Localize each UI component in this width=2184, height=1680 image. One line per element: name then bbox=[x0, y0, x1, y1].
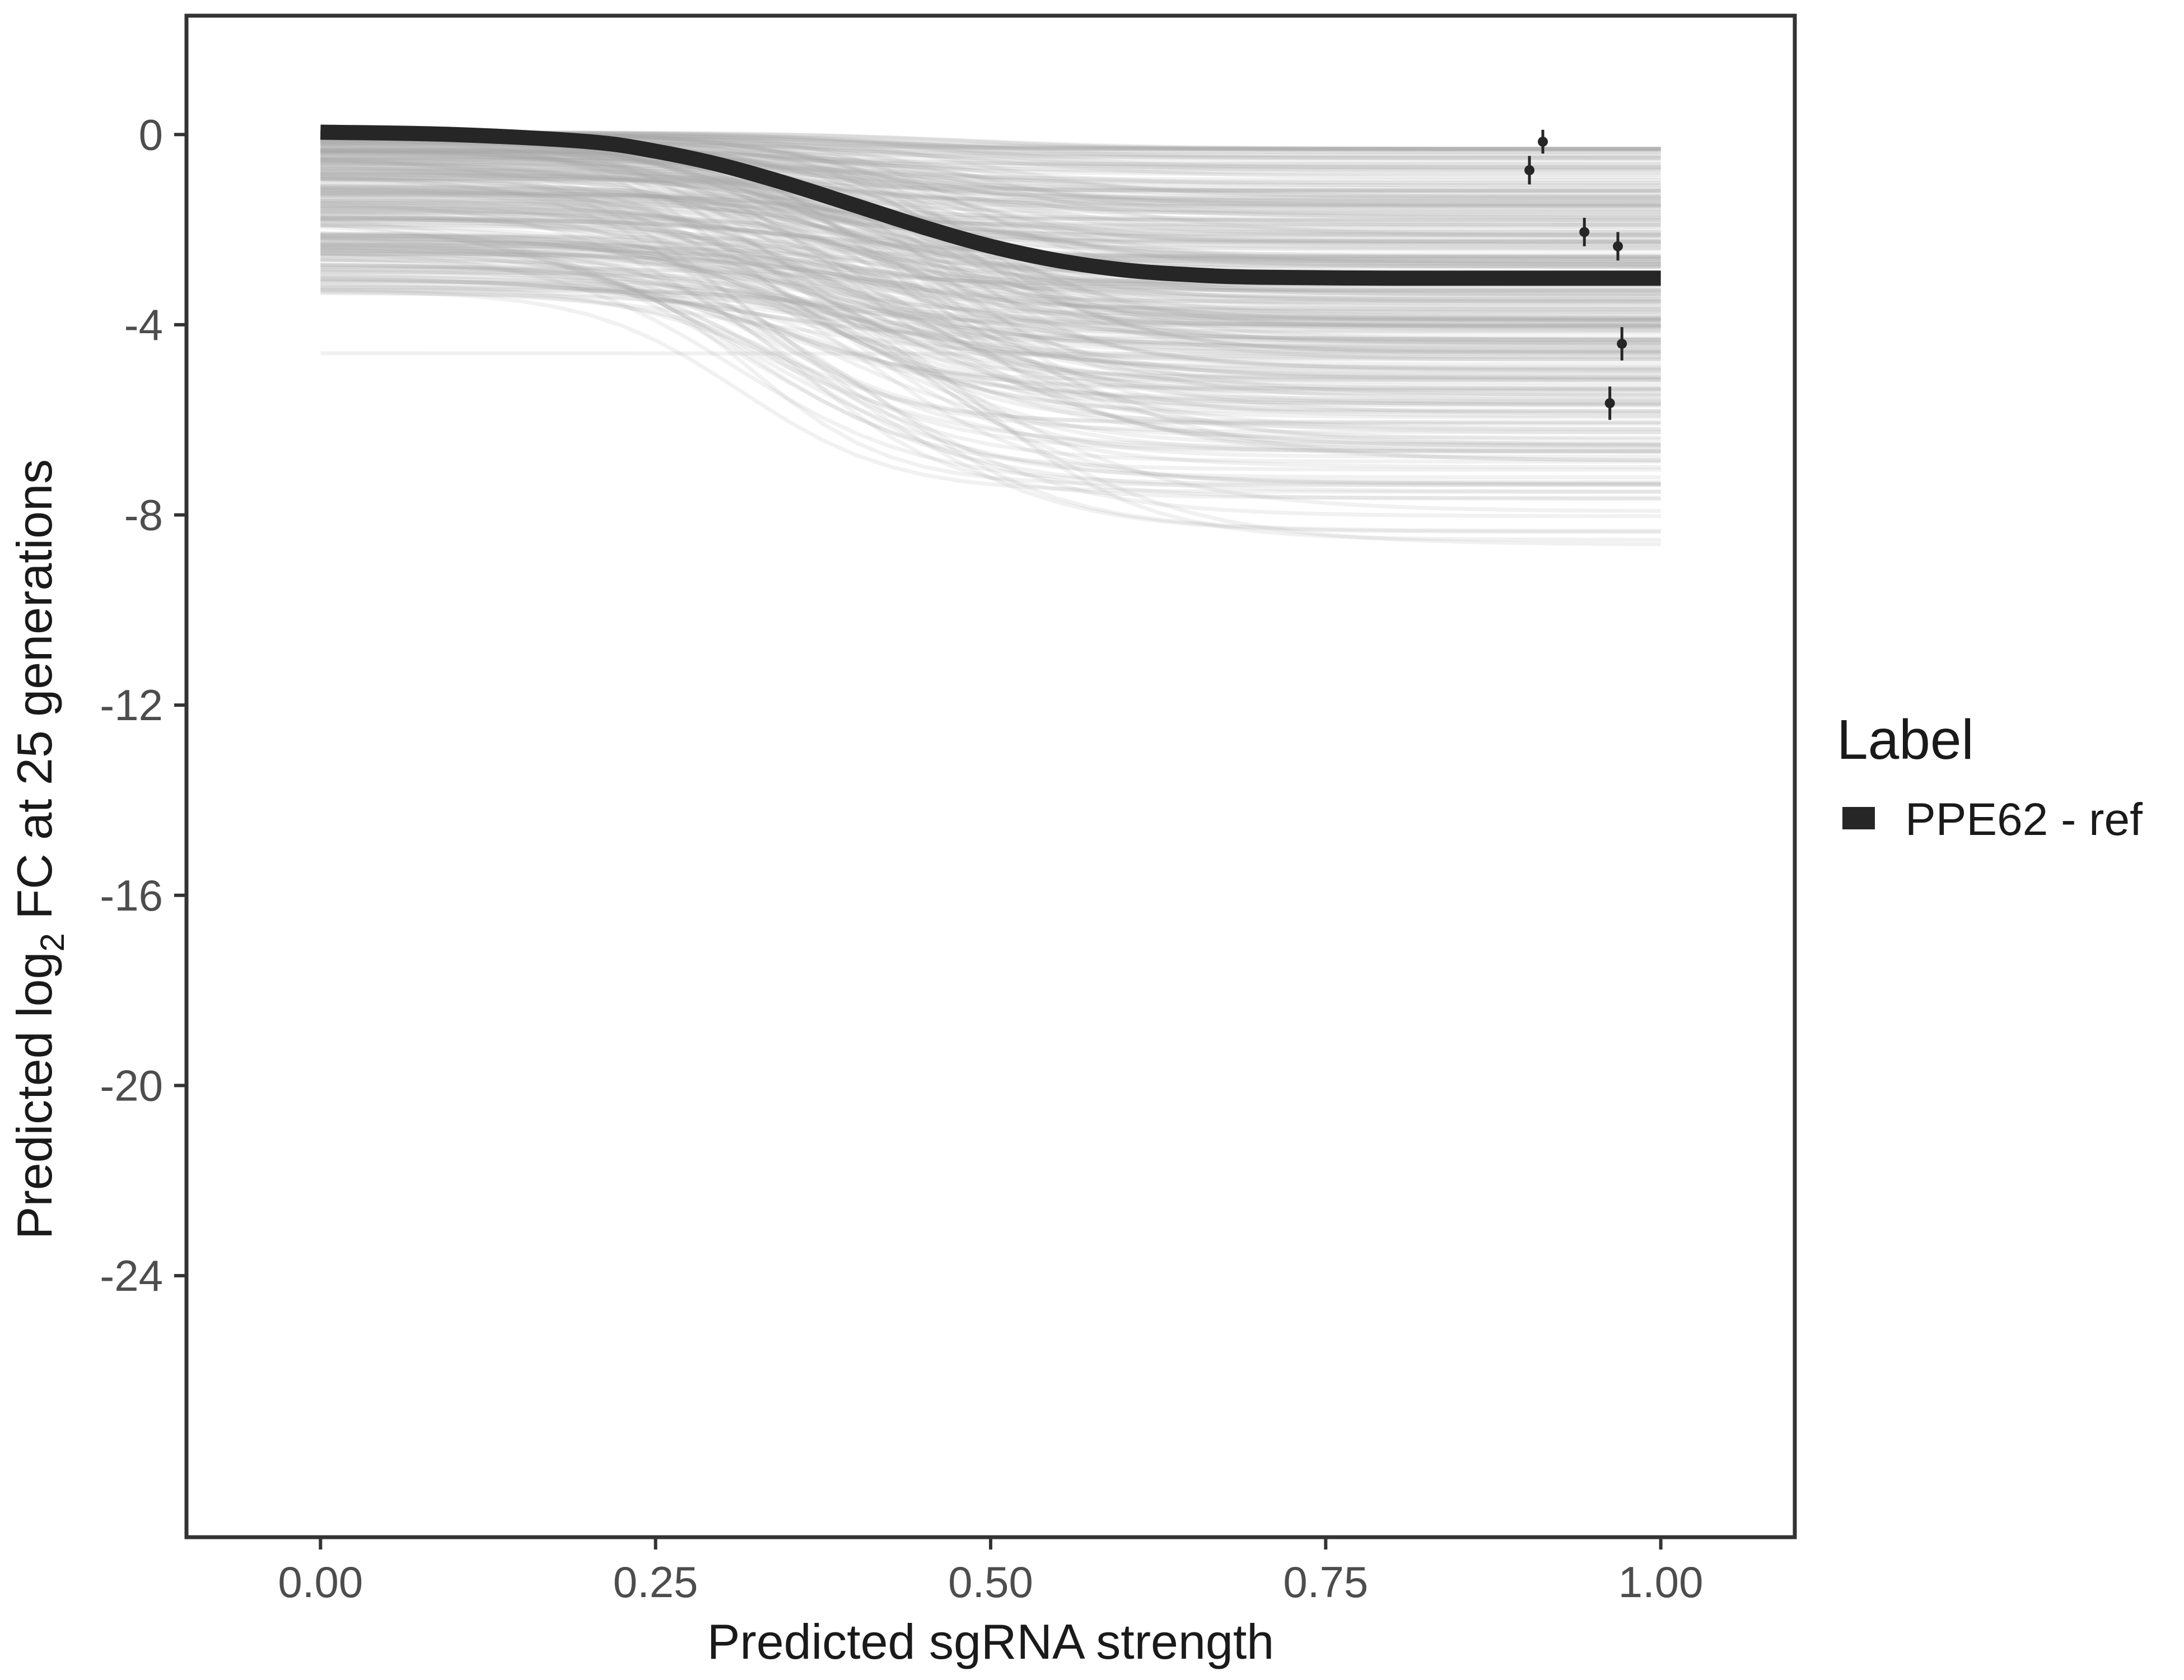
point-marker-2 bbox=[1579, 227, 1589, 237]
legend-key-ppe62-ref bbox=[1842, 807, 1875, 829]
y-tick-label-2: -8 bbox=[124, 491, 163, 540]
y-tick-label-5: -20 bbox=[100, 1061, 163, 1110]
y-tick-label-6: -24 bbox=[100, 1251, 163, 1300]
posterior-draw-300 bbox=[320, 353, 1660, 354]
point-marker-5 bbox=[1617, 339, 1627, 349]
point-marker-3 bbox=[1605, 398, 1615, 408]
point-marker-4 bbox=[1613, 241, 1623, 251]
x-tick-label-0: 0.00 bbox=[278, 1557, 363, 1607]
point-marker-1 bbox=[1538, 137, 1548, 147]
y-axis-title-part1: Predicted log bbox=[7, 952, 62, 1240]
x-axis-title: Predicted sgRNA strength bbox=[707, 1614, 1275, 1669]
point-marker-0 bbox=[1524, 165, 1534, 175]
y-tick-label-3: -12 bbox=[100, 680, 163, 730]
x-tick-label-3: 0.75 bbox=[1283, 1557, 1368, 1607]
legend-title: Label bbox=[1837, 708, 1974, 771]
x-tick-label-4: 1.00 bbox=[1618, 1557, 1704, 1607]
y-tick-label-1: -4 bbox=[124, 300, 163, 349]
x-tick-label-2: 0.50 bbox=[948, 1557, 1033, 1607]
y-tick-label-4: -16 bbox=[100, 871, 163, 920]
y-tick-label-0: 0 bbox=[139, 110, 163, 159]
y-axis-title-part2: FC at 25 generations bbox=[7, 459, 62, 933]
y-axis-title: Predicted log2 FC at 25 generations bbox=[7, 459, 71, 1239]
legend-label-ppe62-ref: PPE62 - ref bbox=[1905, 794, 2143, 845]
y-axis-title-subscript: 2 bbox=[34, 933, 71, 951]
x-tick-label-1: 0.25 bbox=[613, 1557, 698, 1607]
